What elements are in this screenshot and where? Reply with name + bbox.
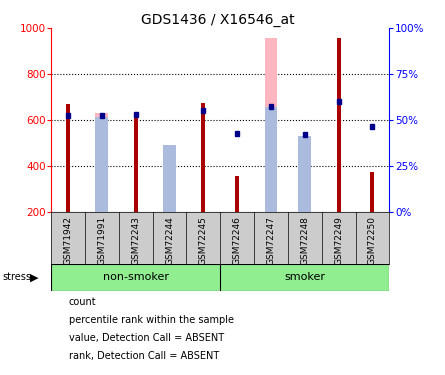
Bar [66,104,70,212]
Bar [51,264,220,291]
Text: rank, Detection Call = ABSENT: rank, Detection Call = ABSENT [69,351,219,361]
Text: count: count [69,297,97,307]
Bar [336,99,341,104]
Bar [299,136,311,212]
Bar [96,113,108,212]
Bar [235,131,239,136]
Text: GSM72244: GSM72244 [165,216,174,265]
Text: GSM72246: GSM72246 [233,216,242,265]
Text: GSM71942: GSM71942 [64,216,73,265]
Bar [163,145,176,212]
Bar [134,112,138,117]
Text: GSM72245: GSM72245 [199,216,208,265]
Text: GSM72248: GSM72248 [300,216,309,265]
Text: non-smoker: non-smoker [103,273,169,282]
Bar [201,108,206,113]
Text: percentile rank within the sample: percentile rank within the sample [69,315,234,325]
Bar [201,104,206,212]
Text: GSM72250: GSM72250 [368,216,377,265]
Bar [66,113,70,118]
Bar [299,153,311,212]
Bar [370,172,375,212]
Text: GSM72243: GSM72243 [131,216,140,265]
Bar [220,264,389,291]
Text: value, Detection Call = ABSENT: value, Detection Call = ABSENT [69,333,224,343]
Bar [265,39,277,212]
Text: GSM72247: GSM72247 [267,216,275,265]
Bar [265,107,277,212]
Bar [370,124,375,129]
Bar [96,117,108,212]
Bar [134,118,138,212]
Bar [336,38,341,212]
Bar [269,104,273,109]
Text: smoker: smoker [284,273,325,282]
Text: GDS1436 / X16546_at: GDS1436 / X16546_at [141,13,295,27]
Bar [235,176,239,212]
Bar [163,152,176,212]
Bar [100,113,104,118]
Bar [303,132,307,138]
Text: GSM72249: GSM72249 [334,216,343,265]
Text: stress: stress [2,273,31,282]
Text: ▶: ▶ [30,273,39,282]
Text: GSM71991: GSM71991 [97,216,106,266]
